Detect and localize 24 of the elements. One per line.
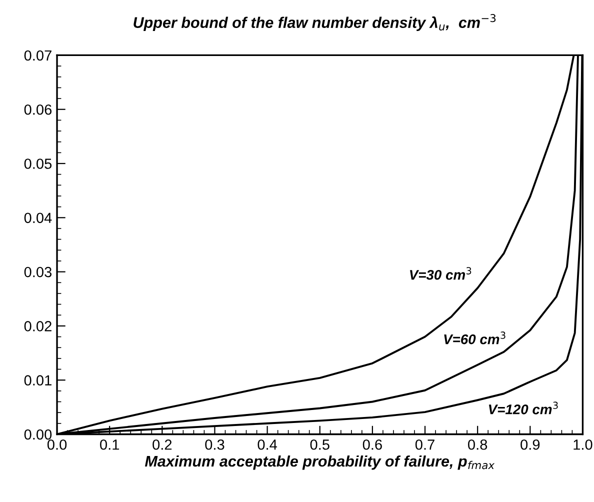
x-tick-label: 0.9 <box>520 439 540 450</box>
annotation: V=120 cm$^{3}$ <box>488 402 558 414</box>
x-tick-label: 0.1 <box>100 439 120 450</box>
y-tick-label: 0.00 <box>24 429 52 440</box>
x-tick-label: 0.2 <box>152 439 172 450</box>
y-tick-label: 0.01 <box>24 375 52 386</box>
y-tick-label: 0.06 <box>24 104 52 115</box>
y-tick-label: 0.07 <box>24 50 52 61</box>
annotation: V=30 cm$^{3}$ <box>410 267 472 280</box>
x-tick-label: 0.7 <box>415 439 434 450</box>
x-tick-label: 0.8 <box>468 439 488 450</box>
y-tick-label: 0.02 <box>24 321 52 332</box>
annotation: V=60 cm$^{3}$ <box>444 332 506 344</box>
y-tick-label: 0.03 <box>24 266 52 278</box>
x-tick-label: 0.0 <box>47 439 67 450</box>
x-tick-label: 0.5 <box>310 439 330 450</box>
x-axis-title: Maximum acceptable probability of failure, p$_{fmax}$ <box>144 455 495 470</box>
x-tick-label: 0.3 <box>205 439 224 450</box>
x-tick-label: 0.4 <box>258 439 278 450</box>
y-tick-label: 0.05 <box>24 158 52 169</box>
x-tick-label: 1.0 <box>574 439 592 450</box>
chart-title: Upper bound of the flaw number density λ$_{u}$, cm$^{−3}$ <box>134 14 496 31</box>
y-tick-label: 0.04 <box>24 212 52 224</box>
x-tick-label: 0.6 <box>362 439 382 450</box>
